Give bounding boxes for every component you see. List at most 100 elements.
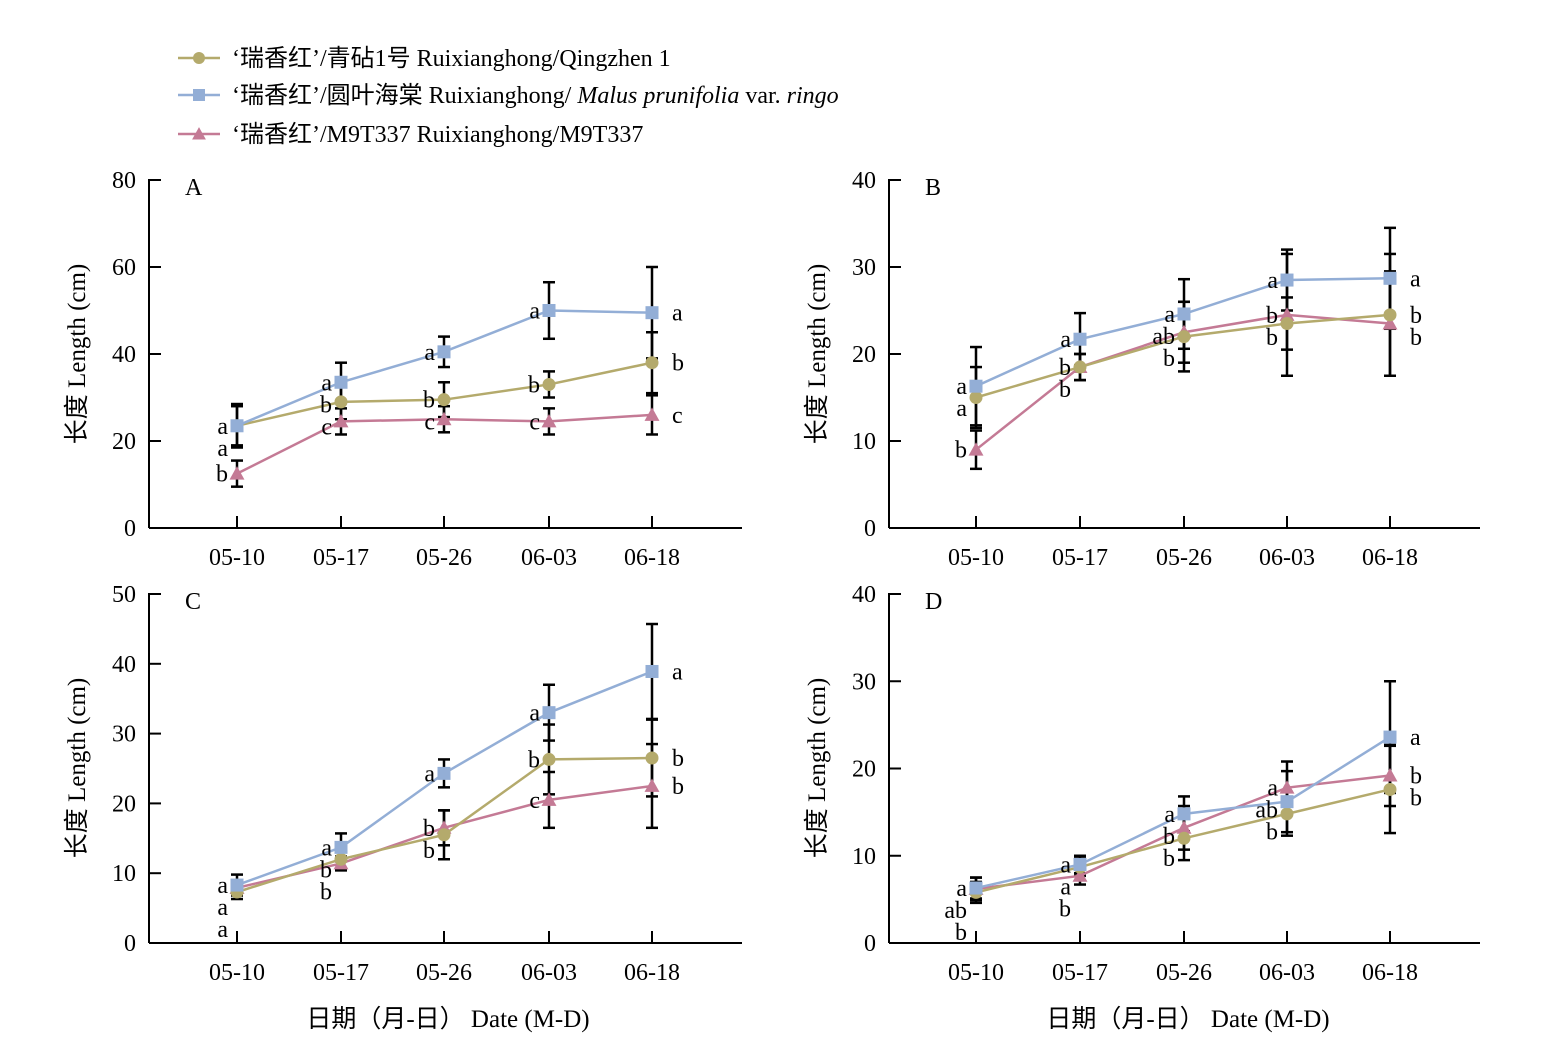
x-tick-label: 05-10: [209, 960, 265, 986]
data-point-triangle: [644, 407, 660, 421]
legend-text: var.: [739, 83, 786, 109]
significance-letter: c: [321, 414, 332, 440]
significance-letter: a: [529, 701, 540, 727]
data-point-square: [334, 375, 348, 389]
data-point-triangle: [541, 792, 557, 806]
y-tick-label: 20: [852, 757, 876, 783]
significance-letter: ab: [1152, 324, 1175, 350]
significance-letter: b: [1266, 820, 1278, 846]
significance-letter: c: [672, 403, 683, 429]
data-point-circle: [437, 828, 451, 842]
data-point-square: [230, 878, 244, 892]
y-tick-label: 0: [864, 516, 876, 542]
significance-letter: a: [956, 396, 967, 422]
legend-marker-square: [193, 89, 205, 101]
legend-marker-triangle: [192, 127, 206, 140]
data-point-square: [542, 706, 556, 720]
data-point-circle: [969, 391, 983, 404]
data-point-triangle: [1072, 868, 1088, 882]
significance-letter: b: [423, 838, 435, 864]
data-point-square: [437, 766, 451, 780]
significance-letter: b: [320, 392, 332, 418]
data-point-circle: [1177, 330, 1191, 344]
significance-letter: a: [424, 340, 435, 366]
significance-letter: a: [1267, 776, 1278, 802]
significance-letter: b: [1410, 785, 1422, 811]
data-point-circle: [334, 852, 348, 866]
legend-label-1: ‘瑞香红’/青砧1号 Ruixianghong/Qingzhen 1: [232, 45, 671, 72]
y-tick-label: 0: [124, 516, 136, 542]
data-point-circle: [437, 393, 451, 407]
panel-label: D: [925, 589, 942, 615]
significance-letter: ab: [944, 898, 967, 924]
significance-letter: a: [1060, 327, 1071, 353]
significance-letter: b: [320, 879, 332, 905]
y-tick-label: 40: [112, 652, 136, 678]
data-point-square: [1177, 807, 1191, 821]
significance-letter: c: [529, 409, 540, 435]
x-tick-label: 05-10: [948, 960, 1004, 986]
y-tick-label: 60: [112, 255, 136, 281]
data-point-square: [1280, 795, 1294, 809]
data-point-square: [1383, 271, 1397, 285]
y-tick-label: 20: [112, 791, 136, 817]
data-point-square: [969, 881, 983, 895]
significance-letter: b: [528, 747, 540, 773]
significance-letter: a: [424, 761, 435, 787]
x-tick-label: 05-26: [1156, 545, 1212, 571]
legend: ‘瑞香红’/青砧1号 Ruixianghong/Qingzhen 1 ‘瑞香红’/…: [178, 45, 839, 148]
y-tick-label: 30: [112, 722, 136, 748]
x-tick-label: 05-26: [416, 545, 472, 571]
significance-letter: a: [956, 374, 967, 400]
data-point-square: [645, 306, 659, 320]
panel-a: 0 20 40 60 80 05-10 05-17 05-26 06-03 06-18 A 长度 Le…: [63, 168, 742, 571]
significance-letter: a: [321, 835, 332, 861]
significance-letter: b: [423, 816, 435, 842]
y-tick-label: 30: [852, 669, 876, 695]
significance-letter: c: [424, 410, 435, 436]
y-tick-label: 20: [112, 429, 136, 455]
significance-letter: ab: [1255, 798, 1278, 824]
significance-letter: a: [1060, 874, 1071, 900]
data-point-triangle: [1382, 768, 1398, 782]
significance-letter: b: [1266, 303, 1278, 329]
significance-letter: a: [217, 436, 228, 462]
significance-letter: a: [1164, 302, 1175, 328]
y-tick-label: 30: [852, 255, 876, 281]
data-point-circle: [1383, 308, 1397, 322]
data-point-triangle: [968, 442, 984, 456]
panel-label: A: [185, 175, 203, 201]
significance-letter: b: [528, 372, 540, 398]
x-tick-label: 06-18: [624, 545, 680, 571]
y-tick-label: 40: [112, 342, 136, 368]
significance-letter: a: [672, 301, 683, 327]
legend-text-italic: Malus prunifolia: [576, 83, 739, 109]
data-point-triangle: [1382, 316, 1398, 330]
significance-letter: a: [1060, 852, 1071, 878]
data-point-square: [334, 840, 348, 854]
panel-label: C: [185, 589, 201, 615]
significance-letter: b: [1163, 824, 1175, 850]
data-point-square: [1073, 857, 1087, 871]
y-axis-label: 长度 Length (cm): [63, 678, 91, 859]
panel-b: 0 10 20 30 40 05-10 05-17 05-26 06-03 06-18 B 长度 Le…: [803, 168, 1480, 571]
x-tick-label: 06-03: [1259, 960, 1315, 986]
x-tick-label: 05-10: [948, 545, 1004, 571]
data-point-square: [969, 379, 983, 393]
significance-letter: a: [321, 370, 332, 396]
y-tick-label: 10: [112, 861, 136, 887]
significance-letter: a: [1410, 725, 1421, 751]
x-tick-label: 06-03: [521, 545, 577, 571]
significance-letter: b: [1059, 896, 1071, 922]
panel-d: 0 10 20 30 40 05-10 05-17 05-26 06-03 06-18 D 长度 Le…: [803, 582, 1480, 986]
significance-letter: b: [672, 746, 684, 772]
legend-label-3: ‘瑞香红’/M9T337 Ruixianghong/M9T337: [232, 121, 643, 148]
data-point-square: [1177, 307, 1191, 321]
data-point-square: [1280, 273, 1294, 287]
data-point-triangle: [333, 413, 349, 428]
x-tick-label: 05-17: [1052, 960, 1108, 986]
x-tick-label: 05-17: [313, 545, 369, 571]
significance-letter: a: [672, 659, 683, 685]
x-tick-label: 05-17: [313, 960, 369, 986]
y-tick-label: 0: [864, 931, 876, 957]
